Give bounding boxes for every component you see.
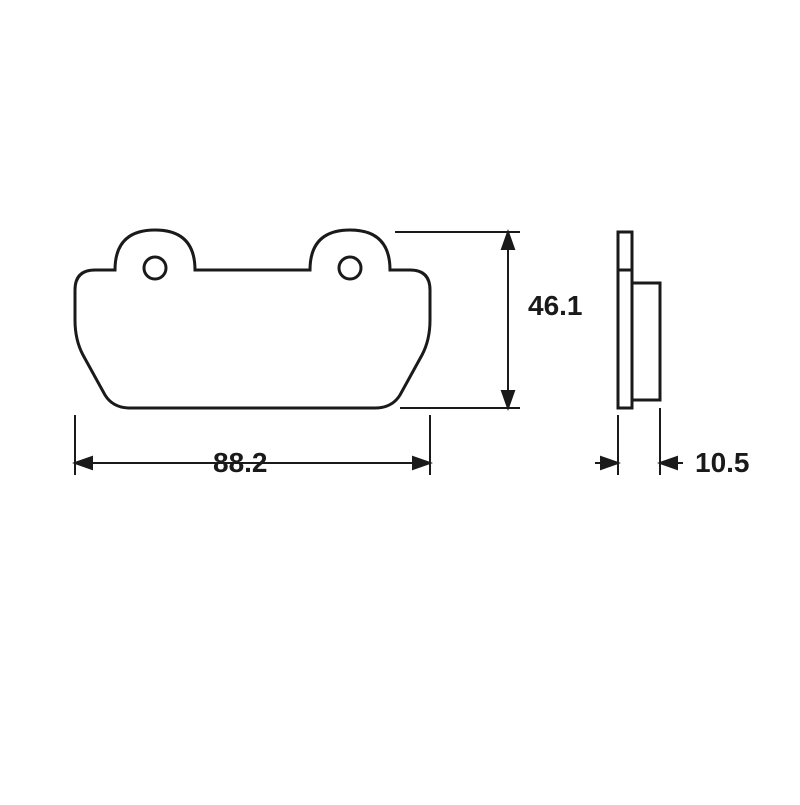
front-view: [75, 230, 430, 408]
height-dimension: [395, 232, 520, 408]
width-label: 88.2: [213, 447, 268, 479]
side-view: [618, 232, 660, 408]
thickness-dimension: [595, 408, 683, 475]
height-label: 46.1: [528, 290, 583, 322]
technical-drawing: 88.2 46.1 10.5: [0, 0, 800, 800]
drawing-svg: [0, 0, 800, 800]
thickness-label: 10.5: [695, 447, 750, 479]
